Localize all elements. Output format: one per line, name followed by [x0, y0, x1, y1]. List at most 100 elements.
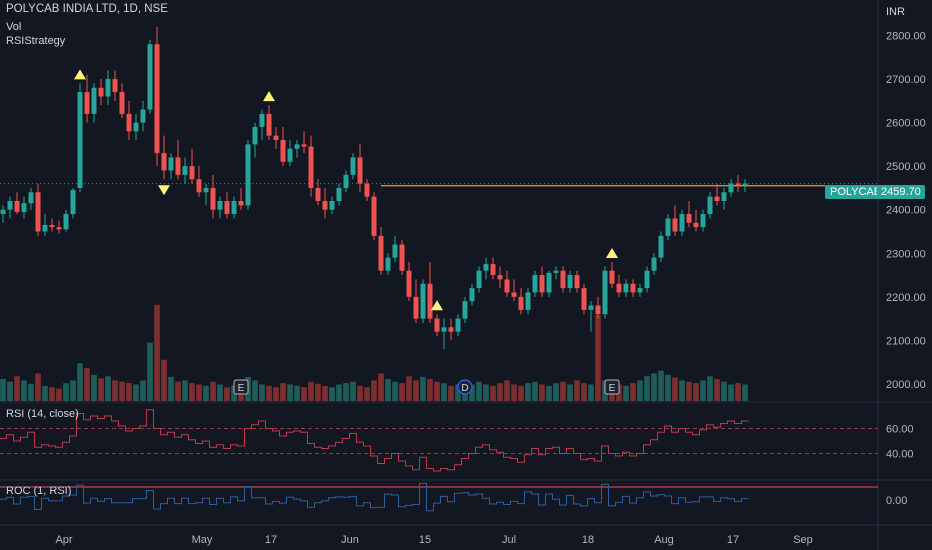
buy-signal-marker [606, 247, 618, 258]
volume-bar [665, 374, 671, 401]
volume-bar [126, 383, 132, 401]
candle-body [469, 288, 475, 302]
candle-body [329, 201, 335, 210]
volume-bar [14, 376, 20, 401]
candle-body [259, 113, 265, 127]
volume-bar [728, 384, 734, 401]
currency-label: INR [886, 6, 905, 18]
candle-body [609, 270, 615, 284]
volume-bar [63, 383, 69, 401]
candle-body [147, 44, 153, 110]
candle-body [294, 144, 300, 149]
candle-body [161, 153, 167, 171]
candle-body [154, 44, 160, 154]
earnings-event-marker [604, 379, 620, 395]
symbol-price-tag: POLYCAB [825, 185, 887, 199]
volume-bar [525, 383, 531, 401]
volume-bar [28, 383, 34, 401]
volume-bar [532, 381, 538, 401]
candle-body [35, 192, 41, 232]
volume-bar [490, 385, 496, 401]
volume-bar [455, 384, 461, 401]
volume-bar [161, 359, 167, 401]
volume-bar [140, 380, 146, 401]
volume-bar [357, 385, 363, 401]
price-tick-label: 2700.00 [886, 74, 926, 86]
volume-bar [553, 383, 559, 401]
candle-body [350, 157, 356, 175]
chart-title[interactable]: POLYCAB INDIA LTD, 1D, NSE [6, 3, 168, 15]
volume-bar [154, 304, 160, 401]
volume-bar [84, 368, 90, 401]
candle-body [84, 92, 90, 114]
time-tick-label: 15 [419, 534, 431, 546]
candle-body [532, 275, 538, 293]
volume-bar [679, 380, 685, 401]
candle-body [441, 327, 447, 332]
candle-body [385, 257, 391, 271]
volume-bar [35, 373, 41, 401]
candle-body [56, 227, 62, 230]
candle-body [343, 174, 349, 188]
candle-body [413, 296, 419, 319]
volume-bar [399, 383, 405, 401]
candle-body [581, 288, 587, 310]
volume-bar [336, 384, 342, 401]
candle-body [742, 183, 748, 186]
candle-body [0, 209, 6, 215]
volume-bar [630, 383, 636, 401]
volume-bar [112, 380, 118, 401]
candle-body [392, 244, 398, 258]
candle-body [679, 214, 685, 232]
candle-body [693, 222, 699, 228]
volume-bar [378, 373, 384, 401]
candle-body [168, 157, 174, 171]
candle-body [63, 214, 69, 230]
candle-body [133, 122, 139, 132]
time-tick-label: May [192, 534, 213, 546]
volume-bar [70, 380, 76, 401]
price-tick-label: 2300.00 [886, 248, 926, 260]
volume-bar [133, 384, 139, 401]
candle-body [651, 257, 657, 271]
event-marker-label: D [461, 383, 468, 394]
volume-bar [392, 381, 398, 401]
volume-legend[interactable]: Vol [6, 21, 22, 33]
volume-bar [588, 384, 594, 401]
time-tick-label: Sep [793, 534, 813, 546]
candle-body [588, 305, 594, 310]
volume-bar [637, 380, 643, 401]
candle-body [7, 201, 13, 210]
volume-bar [420, 376, 426, 401]
volume-bar [441, 383, 447, 401]
candle-body [105, 79, 111, 97]
last-price-tag: 2459.70 [877, 185, 925, 199]
candle-body [217, 201, 223, 210]
volume-bar [105, 376, 111, 401]
volume-bar [693, 383, 699, 401]
volume-bar [539, 384, 545, 401]
volume-bar [168, 376, 174, 401]
candle-body [518, 296, 524, 310]
candle-body [595, 305, 601, 315]
candle-body [287, 148, 293, 162]
roc-legend[interactable]: ROC (1, RSI) [6, 485, 72, 497]
strategy-legend[interactable]: RSIStrategy [6, 35, 66, 47]
candle-body [504, 279, 510, 293]
volume-bar [518, 385, 524, 401]
volume-bar [448, 385, 454, 401]
volume-bar [714, 379, 720, 401]
candle-body [21, 203, 27, 212]
candle-body [49, 224, 55, 228]
volume-bar [658, 370, 664, 401]
candle-body [245, 144, 251, 206]
time-tick-label: Jul [502, 534, 516, 546]
volume-bar [686, 381, 692, 401]
rsi-legend[interactable]: RSI (14, close) [6, 408, 79, 420]
volume-bar [371, 380, 377, 401]
rsi-line [0, 409, 749, 472]
candle-body [721, 192, 727, 201]
volume-bar [343, 383, 349, 401]
